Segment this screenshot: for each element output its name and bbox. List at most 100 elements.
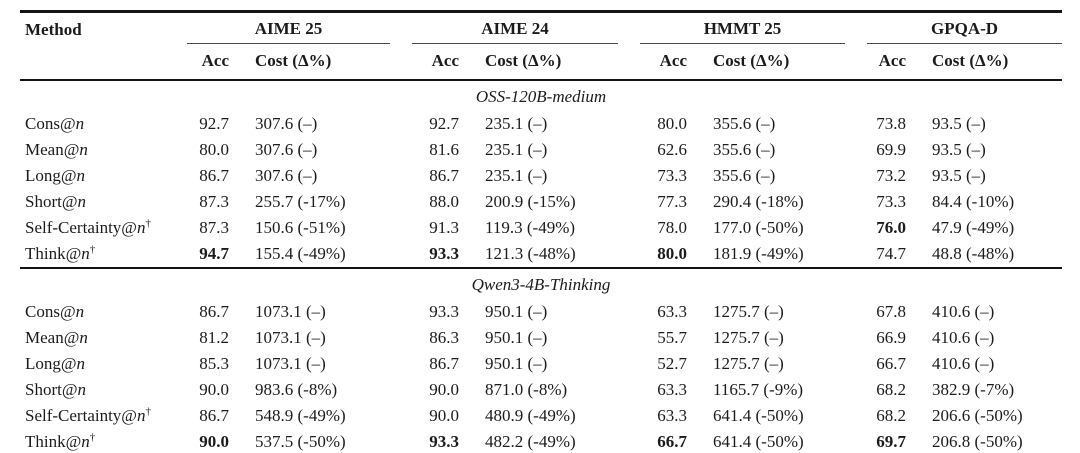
acc-value: 81.6 bbox=[429, 140, 459, 159]
acc-value: 90.0 bbox=[199, 380, 229, 399]
cost-value: 119.3 (-49%) bbox=[485, 218, 576, 237]
col-group-aime24: AIME 24 bbox=[390, 12, 618, 44]
col-header-cost-aime25: Cost (Δ%) bbox=[235, 44, 390, 81]
method-label: Self-Certainty@n† bbox=[25, 405, 151, 425]
cost-value: 1275.7 (–) bbox=[713, 354, 784, 373]
acc-value: 63.3 bbox=[657, 380, 687, 399]
col-header-acc-hmmt25: Acc bbox=[618, 44, 693, 81]
header-group-row: Method AIME 25 AIME 24 HMMT 25 GPQA-D bbox=[20, 11, 1063, 81]
acc-value: 86.7 bbox=[199, 166, 229, 185]
acc-value: 80.0 bbox=[657, 114, 687, 133]
cost-value: 290.4 (-18%) bbox=[713, 192, 804, 211]
cost-value: 206.8 (-50%) bbox=[932, 432, 1023, 451]
acc-value: 73.8 bbox=[876, 114, 907, 133]
cost-value: 1275.7 (–) bbox=[713, 328, 784, 347]
acc-value: 68.2 bbox=[876, 380, 907, 399]
col-group-aime25: AIME 25 bbox=[187, 12, 390, 44]
acc-value: 90.0 bbox=[199, 432, 229, 451]
acc-value: 78.0 bbox=[657, 218, 687, 237]
acc-value: 69.9 bbox=[876, 140, 907, 159]
header-sub-row: Acc Cost (Δ%) Acc Cost (Δ%) Acc Cost (Δ%… bbox=[20, 44, 1063, 81]
section-title: OSS-120B-medium bbox=[475, 87, 607, 106]
cost-value: 1073.1 (–) bbox=[255, 302, 326, 321]
acc-value: 86.7 bbox=[199, 302, 229, 321]
acc-value: 87.3 bbox=[199, 192, 229, 211]
cost-value: 255.7 (-17%) bbox=[255, 192, 346, 211]
acc-value: 93.3 bbox=[429, 432, 459, 451]
col-header-cost-gpqad: Cost (Δ%) bbox=[912, 44, 1063, 81]
cost-value: 1073.1 (–) bbox=[255, 354, 326, 373]
cost-value: 93.5 (–) bbox=[932, 166, 986, 185]
dagger-mark: † bbox=[89, 431, 96, 444]
acc-value: 92.7 bbox=[199, 114, 229, 133]
method-label: Mean@n bbox=[25, 140, 88, 159]
cost-value: 93.5 (–) bbox=[932, 140, 986, 159]
acc-value: 80.0 bbox=[657, 244, 687, 263]
method-label: Cons@n bbox=[25, 114, 85, 133]
acc-value: 80.0 bbox=[199, 140, 229, 159]
col-group-aime25-label: AIME 25 bbox=[187, 19, 390, 44]
table-row: Mean@n 81.2 1073.1 (–) 86.3 950.1 (–) 55.7 127… bbox=[20, 325, 1062, 351]
acc-value: 93.3 bbox=[429, 244, 459, 263]
acc-value: 93.3 bbox=[429, 302, 459, 321]
col-header-acc-aime25: Acc bbox=[187, 44, 235, 81]
section-header-row: OSS-120B-medium bbox=[20, 80, 1062, 111]
cost-value: 355.6 (–) bbox=[713, 166, 776, 185]
col-group-gpqad-label: GPQA-D bbox=[867, 19, 1063, 44]
cost-value: 1073.1 (–) bbox=[255, 328, 326, 347]
cost-value: 1165.7 (-9%) bbox=[713, 380, 804, 399]
col-group-aime24-label: AIME 24 bbox=[412, 19, 618, 44]
cost-value: 482.2 (-49%) bbox=[485, 432, 576, 451]
acc-value: 55.7 bbox=[657, 328, 687, 347]
acc-value: 66.9 bbox=[876, 328, 907, 347]
acc-value: 52.7 bbox=[657, 354, 687, 373]
dagger-mark: † bbox=[145, 217, 151, 230]
method-label: Self-Certainty@n† bbox=[25, 217, 151, 237]
table-row: Long@n 85.3 1073.1 (–) 86.7 950.1 (–) 52.7 127… bbox=[20, 351, 1062, 377]
table-row: Think@n† 94.7 155.4 (-49%) 93.3 121.3 (-48%)… bbox=[20, 241, 1062, 268]
cost-value: 235.1 (–) bbox=[485, 140, 548, 159]
method-label: Think@n† bbox=[25, 431, 96, 451]
cost-value: 93.5 (–) bbox=[932, 114, 986, 133]
method-label: Long@n bbox=[25, 354, 86, 373]
acc-value: 73.2 bbox=[876, 166, 907, 185]
acc-value: 92.7 bbox=[429, 114, 459, 133]
table-row: Cons@n 86.7 1073.1 (–) 93.3 950.1 (–) 63.3 127… bbox=[20, 299, 1062, 325]
table-row: Mean@n 80.0 307.6 (–) 81.6 235.1 (–) 62.6 355.… bbox=[20, 137, 1062, 163]
results-table: Method AIME 25 AIME 24 HMMT 25 GPQA-D Ac… bbox=[20, 10, 1063, 453]
cost-value: 548.9 (-49%) bbox=[255, 406, 346, 425]
table-row: Self-Certainty@n† 86.7 548.9 (-49%) 90.0 480… bbox=[20, 403, 1062, 429]
acc-value: 63.3 bbox=[657, 302, 687, 321]
table-row: Short@n 87.3 255.7 (-17%) 88.0 200.9 (-15%) 7… bbox=[20, 189, 1062, 215]
col-header-acc-gpqad: Acc bbox=[845, 44, 913, 81]
acc-value: 85.3 bbox=[199, 354, 229, 373]
acc-value: 90.0 bbox=[429, 380, 459, 399]
col-group-hmmt25-label: HMMT 25 bbox=[640, 19, 846, 44]
acc-value: 73.3 bbox=[657, 166, 687, 185]
method-label: Think@n† bbox=[25, 243, 96, 263]
acc-value: 90.0 bbox=[429, 406, 459, 425]
cost-value: 177.0 (-50%) bbox=[713, 218, 804, 237]
cost-value: 355.6 (–) bbox=[713, 140, 776, 159]
cost-value: 235.1 (–) bbox=[485, 114, 548, 133]
cost-value: 307.6 (–) bbox=[255, 140, 318, 159]
cost-value: 121.3 (-48%) bbox=[485, 244, 576, 263]
col-header-cost-aime24: Cost (Δ%) bbox=[465, 44, 618, 81]
method-label: Cons@n bbox=[25, 302, 85, 321]
acc-value: 86.7 bbox=[429, 166, 459, 185]
cost-value: 983.6 (-8%) bbox=[255, 380, 338, 399]
acc-value: 81.2 bbox=[199, 328, 229, 347]
col-header-method: Method bbox=[20, 11, 187, 81]
table-row: Self-Certainty@n† 87.3 150.6 (-51%) 91.3 119… bbox=[20, 215, 1062, 241]
cost-value: 307.6 (–) bbox=[255, 166, 318, 185]
cost-value: 871.0 (-8%) bbox=[485, 380, 568, 399]
dagger-mark: † bbox=[89, 243, 96, 256]
cost-value: 537.5 (-50%) bbox=[255, 432, 346, 451]
cost-value: 150.6 (-51%) bbox=[255, 218, 346, 237]
cost-value: 48.8 (-48%) bbox=[932, 244, 1015, 263]
col-group-gpqad: GPQA-D bbox=[845, 12, 1063, 44]
cost-value: 480.9 (-49%) bbox=[485, 406, 576, 425]
table-row: Cons@n 92.7 307.6 (–) 92.7 235.1 (–) 80.0 355.… bbox=[20, 111, 1062, 137]
acc-value: 76.0 bbox=[876, 218, 907, 237]
